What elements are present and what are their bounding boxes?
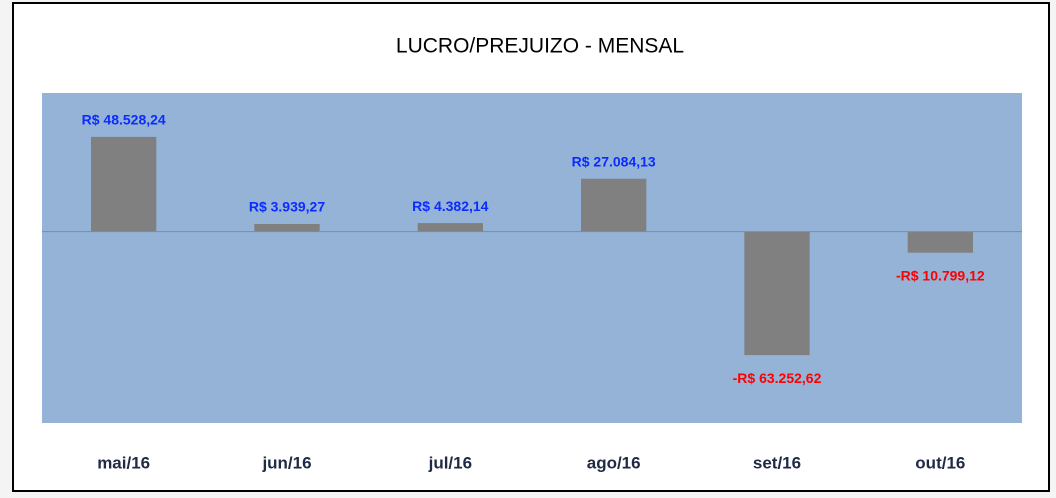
data-label: R$ 4.382,14 [412,198,488,214]
data-label: -R$ 10.799,12 [896,267,985,283]
data-label: R$ 48.528,24 [82,112,166,128]
bar [907,231,973,253]
bar [581,178,647,232]
data-label: R$ 3.939,27 [249,199,325,215]
bar [254,223,320,232]
bar [744,231,810,356]
x-tick-label: ago/16 [587,453,641,472]
bar [91,136,157,232]
chart-title: LUCRO/PREJUIZO - MENSAL [396,35,684,58]
x-tick-label: jun/16 [261,453,311,472]
data-label: -R$ 63.252,62 [733,370,822,386]
x-tick-label: out/16 [915,453,965,472]
x-tick-label: mai/16 [97,453,150,472]
x-tick-label: set/16 [753,453,801,472]
bar [417,223,483,232]
data-label: R$ 27.084,13 [572,153,656,169]
plot-area [42,93,1022,423]
x-tick-label: jul/16 [428,453,472,472]
